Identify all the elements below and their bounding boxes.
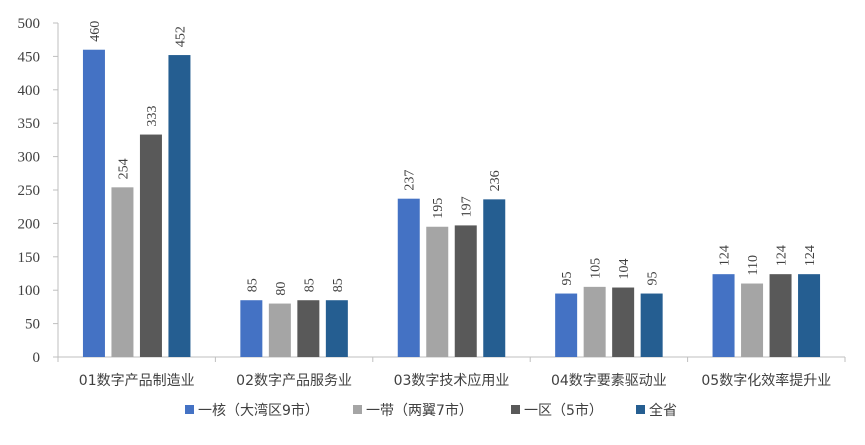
- x-tick-label: 04数字要素驱动业: [551, 373, 667, 389]
- data-label: 236: [488, 170, 503, 191]
- bar: [82, 49, 105, 357]
- y-tick-label: 100: [18, 283, 41, 299]
- bar: [168, 55, 191, 358]
- bars: [82, 49, 821, 358]
- bar: [583, 286, 606, 357]
- x-tick-label: 03数字技术应用业: [394, 372, 510, 389]
- data-label: 95: [560, 272, 575, 286]
- bar: [769, 274, 792, 357]
- bar: [240, 300, 263, 357]
- bar: [111, 187, 134, 357]
- legend-label: 一带（两翼7市）: [366, 402, 473, 419]
- data-label: 333: [145, 106, 160, 127]
- y-tick-label: 350: [18, 116, 41, 132]
- bar: [397, 198, 420, 357]
- data-label: 105: [589, 258, 604, 279]
- data-labels: 460 254 333 452 85 80 85 85 237 195 197 236 95 105 104…: [88, 21, 818, 296]
- y-axis: 0 50 100 150 200 250 300 350 400 450 500: [18, 16, 59, 366]
- data-label: 110: [746, 255, 761, 275]
- data-label: 104: [617, 259, 632, 280]
- y-tick-label: 150: [18, 250, 41, 266]
- legend-label: 全省: [649, 402, 677, 419]
- data-label: 85: [245, 278, 260, 292]
- data-label: 85: [331, 278, 346, 292]
- bar: [426, 226, 449, 357]
- bar: [297, 300, 320, 357]
- data-label: 237: [403, 170, 418, 191]
- data-label: 254: [116, 158, 131, 179]
- x-tick-label: 05数字化效率提升业: [701, 372, 831, 389]
- x-tick-label: 02数字产品服务业: [236, 373, 352, 389]
- y-tick-label: 500: [18, 16, 41, 32]
- legend-swatch: [511, 405, 520, 414]
- bar: [640, 293, 663, 357]
- data-label: 124: [718, 245, 733, 266]
- data-label: 124: [803, 245, 818, 266]
- bar: [741, 283, 764, 357]
- legend: 一核（大湾区9市） 一带（两翼7市） 一区（5市） 全省: [185, 402, 677, 419]
- legend-swatch: [353, 405, 362, 414]
- y-tick-label: 450: [18, 49, 41, 65]
- y-tick-label: 300: [18, 150, 41, 166]
- x-axis: 01数字产品制造业 02数字产品服务业 03数字技术应用业 04数字要素驱动业 05数字…: [57, 356, 846, 389]
- data-label: 95: [646, 272, 661, 286]
- data-label: 452: [173, 26, 188, 47]
- y-tick-label: 50: [25, 317, 40, 333]
- data-label: 124: [775, 245, 790, 266]
- bar: [712, 274, 735, 357]
- y-tick-label: 0: [33, 350, 41, 366]
- bar: [612, 287, 635, 357]
- bar: [555, 293, 578, 357]
- data-label: 460: [88, 21, 103, 42]
- y-tick-label: 400: [18, 83, 41, 99]
- legend-label: 一核（大湾区9市）: [198, 402, 319, 419]
- bar: [139, 134, 162, 357]
- y-tick-label: 250: [18, 183, 41, 199]
- y-tick-label: 200: [18, 216, 41, 232]
- data-label: 195: [431, 198, 446, 219]
- legend-swatch: [636, 405, 645, 414]
- bar: [798, 274, 821, 357]
- x-tick-label: 01数字产品制造业: [79, 373, 195, 389]
- bar: [483, 199, 506, 357]
- data-label: 197: [460, 196, 475, 217]
- data-label: 80: [274, 282, 289, 296]
- bar: [325, 300, 348, 357]
- data-label: 85: [302, 278, 317, 292]
- legend-swatch: [185, 405, 194, 414]
- legend-label: 一区（5市）: [524, 402, 603, 419]
- bar: [454, 225, 477, 357]
- bar: [268, 303, 291, 357]
